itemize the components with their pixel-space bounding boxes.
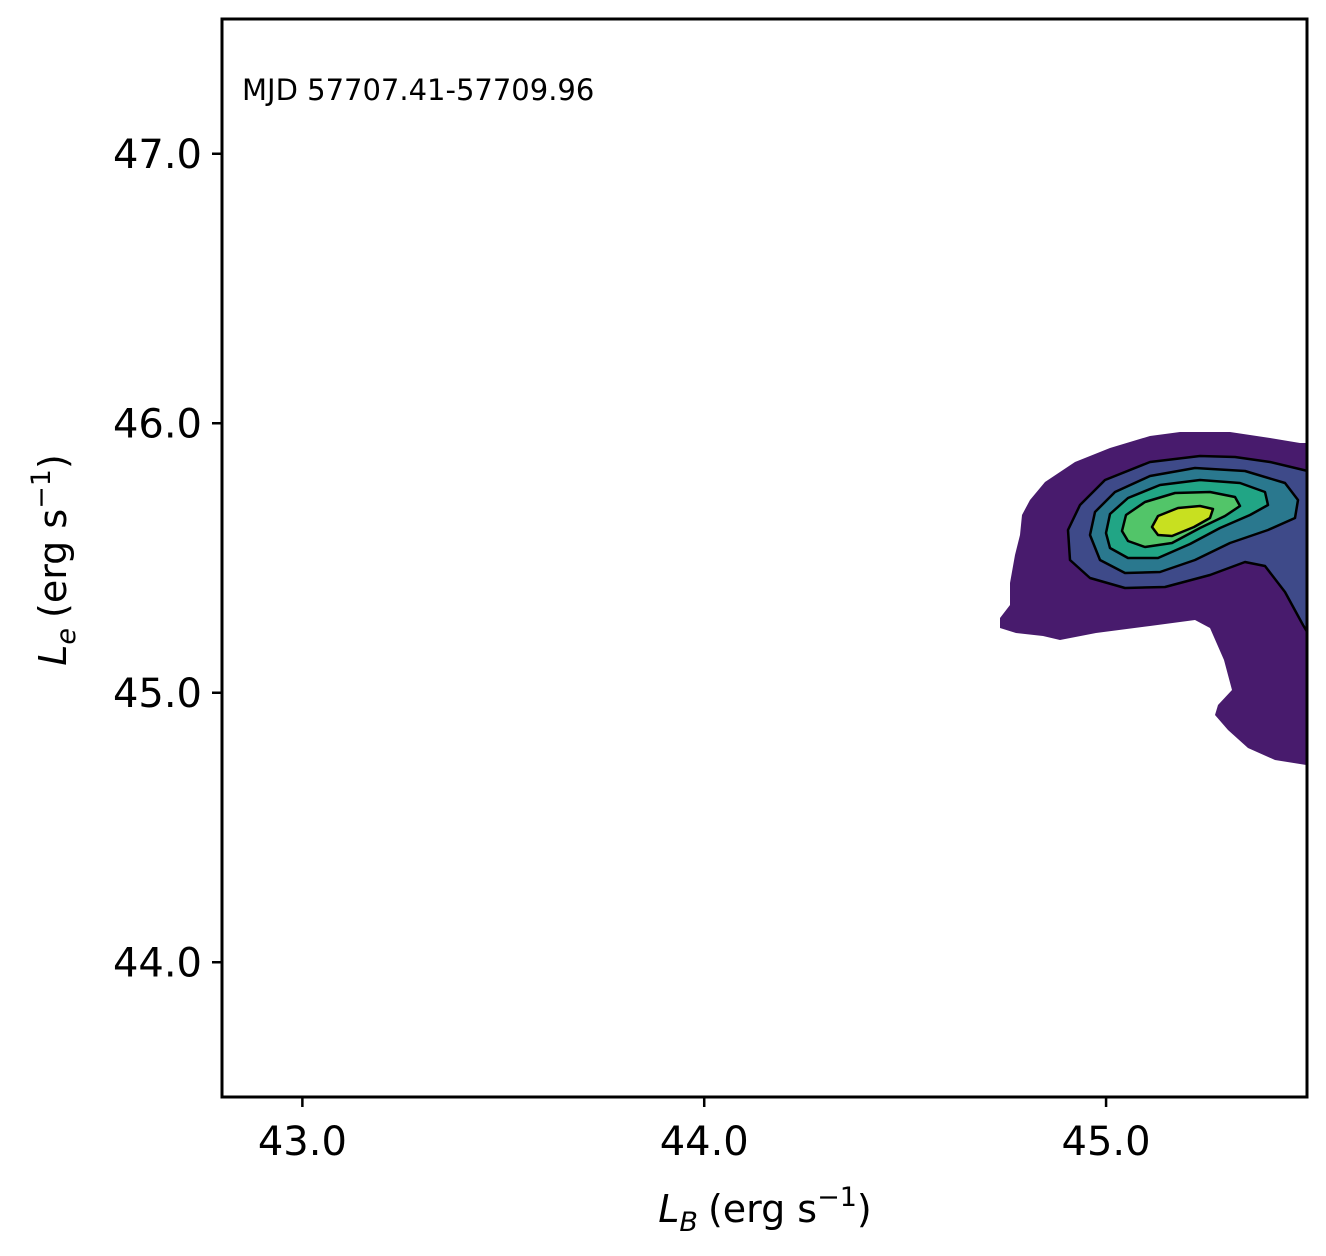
y-tick-label: 47.0 bbox=[113, 132, 202, 178]
density-contours bbox=[1000, 432, 1307, 766]
x-tick-label: 45.0 bbox=[1062, 1119, 1151, 1165]
y-tick-label: 44.0 bbox=[113, 940, 202, 986]
x-tick-label: 44.0 bbox=[660, 1119, 749, 1165]
plot-frame bbox=[220, 17, 1309, 1099]
x-tick-label: 43.0 bbox=[258, 1119, 347, 1165]
y-tick-label: 45.0 bbox=[113, 671, 202, 717]
y-axis-title: Le(erg s−1) bbox=[26, 454, 82, 666]
y-axis-ticks: 44.0 45.0 46.0 47.0 bbox=[113, 132, 222, 986]
y-tick-label: 46.0 bbox=[113, 401, 202, 447]
x-axis-ticks: 43.0 44.0 45.0 bbox=[258, 1097, 1151, 1165]
mjd-annotation: MJD 57707.41-57709.96 bbox=[242, 73, 594, 107]
x-axis-title: LB (erg s−1) bbox=[658, 1182, 872, 1238]
contour-fill-level-6 bbox=[1150, 504, 1215, 538]
